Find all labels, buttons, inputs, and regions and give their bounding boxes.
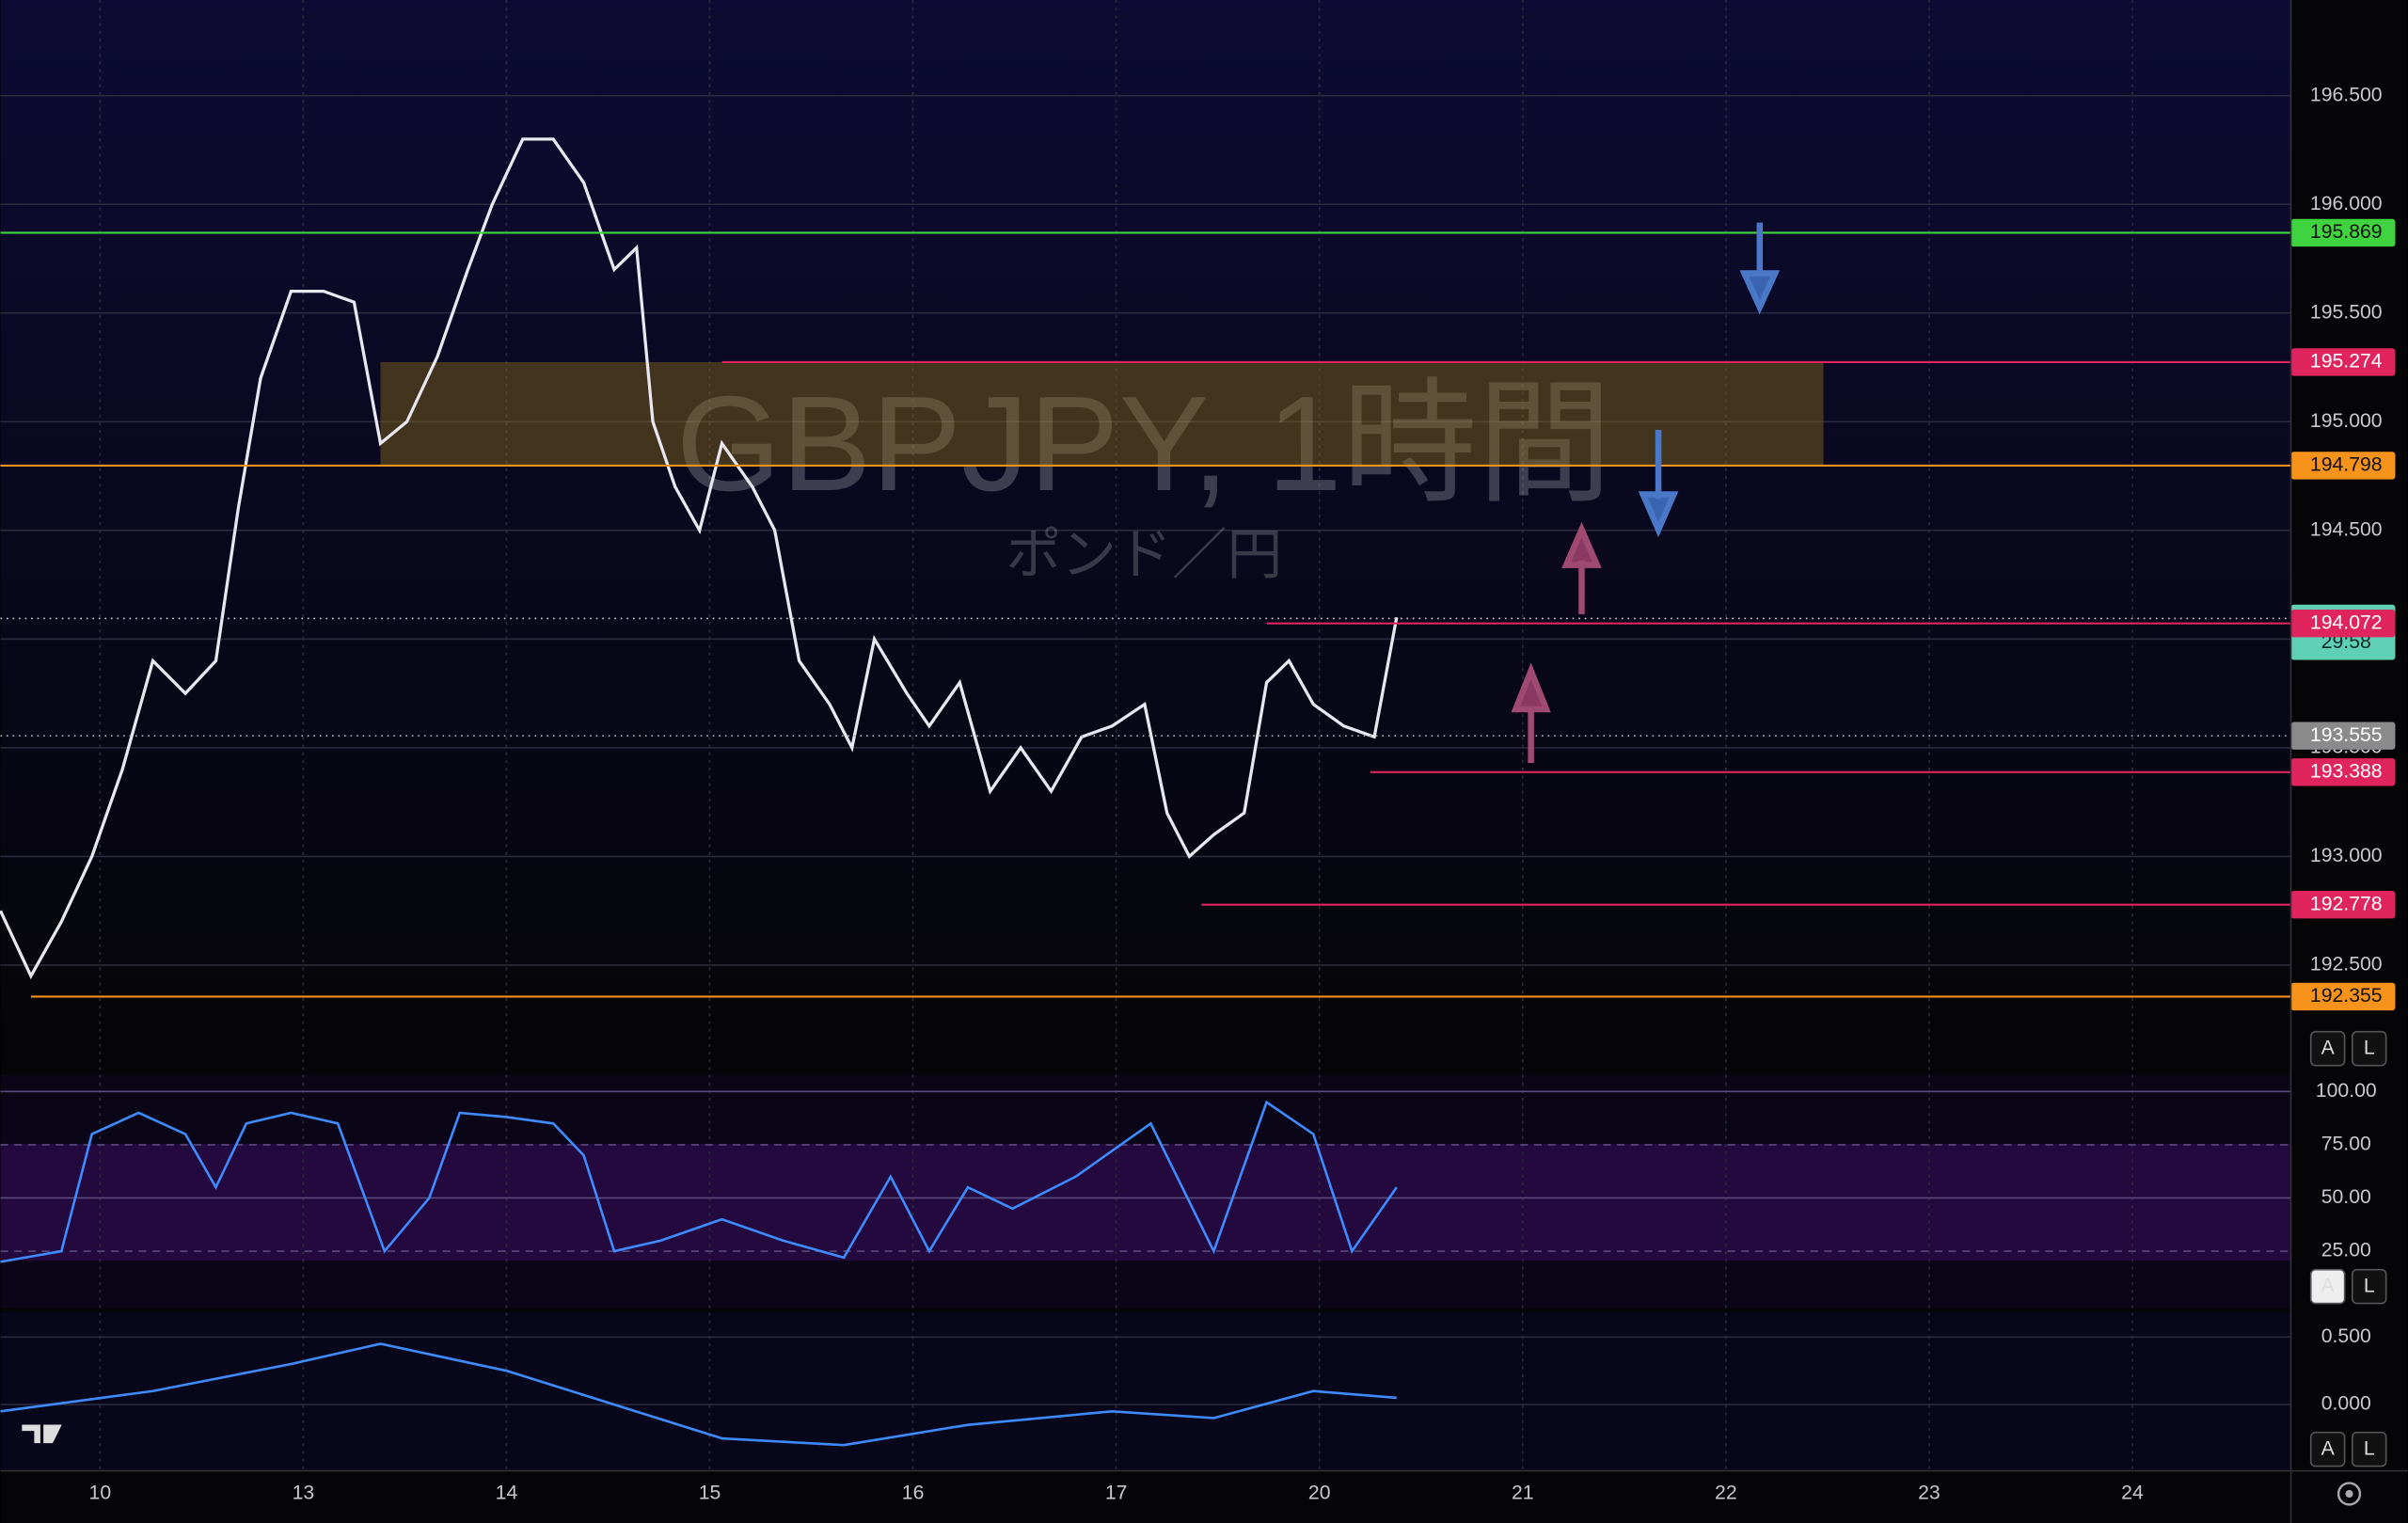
scale-button-label: A <box>2321 1437 2336 1459</box>
scale-button-label: A <box>2321 1275 2336 1296</box>
arrow-down <box>1739 222 1781 315</box>
x-tick-label: 24 <box>2121 1483 2144 1504</box>
x-tick-label: 22 <box>1715 1483 1737 1504</box>
scale-button[interactable] <box>2309 1431 2346 1467</box>
arrow-down <box>1638 429 1679 538</box>
price-tag <box>2290 610 2396 638</box>
watermark-name: ポンド／円 <box>1006 525 1282 586</box>
x-tick-label: 23 <box>1918 1483 1941 1504</box>
arrow-up <box>1561 521 1602 614</box>
scale-button-label: A <box>2321 1037 2336 1058</box>
scale-button-label: L <box>2364 1037 2375 1058</box>
x-tick-label: 20 <box>1308 1483 1331 1504</box>
y-tick-label: 195.500 <box>2310 301 2383 323</box>
price-tag-label: 193.388 <box>2310 760 2383 782</box>
y-tick-label: 196.000 <box>2310 193 2383 214</box>
series-line <box>0 137 1399 980</box>
x-tick-label: 16 <box>902 1483 925 1504</box>
scale-button[interactable] <box>2351 1030 2387 1067</box>
price-tag-label: 195.869 <box>2310 221 2383 243</box>
stoch-band <box>0 1143 2291 1261</box>
price-tag-label: 192.778 <box>2310 893 2383 914</box>
y-tick-label: 100.00 <box>2316 1080 2377 1102</box>
scale-button[interactable] <box>2351 1268 2387 1305</box>
settings-icon[interactable] <box>2337 1482 2362 1506</box>
price-tag <box>2290 722 2396 750</box>
price-tag-label: 195.274 <box>2310 351 2383 373</box>
series-line <box>0 1342 1397 1447</box>
price-tag <box>2290 348 2396 376</box>
y-tick-label: 194.500 <box>2310 518 2383 540</box>
arrows <box>1511 222 1781 764</box>
price-tag <box>2290 218 2396 247</box>
zone <box>380 361 1824 466</box>
price-tag-label: 193.555 <box>2310 724 2383 746</box>
price-tag-label: 194.798 <box>2310 454 2383 476</box>
scale-button[interactable] <box>2309 1268 2346 1305</box>
main-pane <box>0 0 2291 1072</box>
x-tick-label: 13 <box>293 1483 315 1504</box>
y-tick-label: 196.500 <box>2310 84 2383 105</box>
watermark-symbol: GBPJPY, 1時間 <box>676 369 1612 519</box>
price-tag-label: 192.355 <box>2310 985 2383 1007</box>
arrow-up <box>1511 662 1551 764</box>
price-tag <box>2290 891 2396 919</box>
x-tick-label: 17 <box>1105 1483 1128 1504</box>
logo <box>22 1424 62 1444</box>
price-tag <box>2290 982 2396 1011</box>
scale-button-label: L <box>2364 1275 2375 1296</box>
x-tick-label: 21 <box>1512 1483 1534 1504</box>
series-line <box>0 1100 1398 1263</box>
x-tick-label: 10 <box>89 1483 112 1504</box>
y-tick-label: 195.000 <box>2310 410 2383 432</box>
settings-icon-dot <box>2345 1489 2353 1499</box>
scale-button[interactable] <box>2351 1431 2387 1467</box>
y-tick-label: 192.500 <box>2310 954 2383 976</box>
x-tick-label: 15 <box>699 1483 721 1504</box>
y-tick-label: 0.000 <box>2321 1393 2371 1415</box>
x-tick-label: 14 <box>496 1483 518 1504</box>
price-tag <box>2290 452 2396 480</box>
y-tick-label: 75.00 <box>2321 1134 2371 1155</box>
y-tick-label: 193.000 <box>2310 845 2383 866</box>
price-tag-label: 194.072 <box>2310 611 2383 633</box>
macd-pane <box>0 1312 2291 1471</box>
y-tick-label: 50.00 <box>2321 1186 2371 1208</box>
price-tag <box>2290 758 2396 786</box>
y-tick-label: 0.500 <box>2321 1325 2371 1347</box>
scale-button-label: L <box>2364 1437 2375 1459</box>
scale-button[interactable] <box>2309 1030 2346 1067</box>
y-tick-label: 25.00 <box>2321 1240 2371 1261</box>
